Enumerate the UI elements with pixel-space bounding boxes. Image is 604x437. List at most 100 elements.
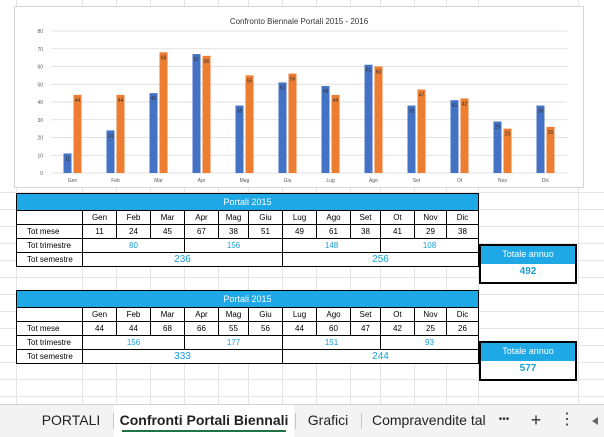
tot-mese-cell[interactable]: 61 <box>316 224 351 239</box>
month-header[interactable]: Feb <box>116 210 151 225</box>
tab-separator <box>295 413 296 429</box>
y-tick-label: 30 <box>37 118 43 124</box>
month-header[interactable]: Mar <box>150 307 185 322</box>
month-header[interactable]: Dic <box>446 307 479 322</box>
totale-annuo-label: Totale annuo <box>481 246 575 264</box>
tot-trimestre-cell[interactable]: 151 <box>282 335 381 350</box>
bar <box>278 82 287 173</box>
empty-cell[interactable] <box>16 307 83 322</box>
tot-mese-cell[interactable]: 26 <box>446 321 479 336</box>
bar <box>321 86 330 173</box>
month-header[interactable]: Giu <box>248 210 283 225</box>
month-header[interactable]: Lug <box>282 210 317 225</box>
month-header[interactable]: Dic <box>446 210 479 225</box>
tot-mese-cell[interactable]: 55 <box>218 321 249 336</box>
tot-semestre-cell[interactable]: 333 <box>82 349 283 364</box>
month-header[interactable]: Nov <box>414 307 447 322</box>
month-header[interactable]: Apr <box>184 210 219 225</box>
month-header[interactable]: Gen <box>82 210 117 225</box>
row-label-tot-semestre[interactable]: Tot semestre <box>16 252 83 267</box>
tab-separator <box>113 413 114 429</box>
row-label-tot-mese[interactable]: Tot mese <box>16 224 83 239</box>
row-label-tot-semestre[interactable]: Tot semestre <box>16 349 83 364</box>
tot-mese-cell[interactable]: 38 <box>218 224 249 239</box>
gridline <box>0 192 604 193</box>
month-header[interactable]: Set <box>350 307 381 322</box>
tot-mese-cell[interactable]: 44 <box>116 321 151 336</box>
month-header[interactable]: Apr <box>184 307 219 322</box>
tot-mese-cell[interactable]: 41 <box>380 224 415 239</box>
month-header[interactable]: Set <box>350 210 381 225</box>
totale-annuo-box-2[interactable]: Totale annuo 577 <box>479 341 577 381</box>
empty-cell[interactable] <box>16 210 83 225</box>
scroll-left-icon[interactable] <box>592 417 598 425</box>
tot-mese-cell[interactable]: 67 <box>184 224 219 239</box>
data-label: 11 <box>65 156 70 162</box>
x-tick-label: Lug <box>326 178 335 184</box>
tot-mese-cell[interactable]: 44 <box>82 321 117 336</box>
month-header[interactable]: Giu <box>248 307 283 322</box>
tab-portali[interactable]: PORTALI <box>41 412 101 428</box>
tot-trimestre-cell[interactable]: 156 <box>82 335 185 350</box>
tot-mese-cell[interactable]: 11 <box>82 224 117 239</box>
month-header[interactable]: Feb <box>116 307 151 322</box>
bar <box>536 105 545 173</box>
bar <box>374 66 383 173</box>
tot-trimestre-cell[interactable]: 93 <box>380 335 479 350</box>
month-header[interactable]: Ago <box>316 307 351 322</box>
tot-mese-cell[interactable]: 68 <box>150 321 185 336</box>
bar <box>493 121 502 173</box>
month-header[interactable]: Ot <box>380 210 415 225</box>
data-label: 45 <box>151 96 157 102</box>
tot-semestre-cell[interactable]: 256 <box>282 252 479 267</box>
tot-mese-cell[interactable]: 38 <box>446 224 479 239</box>
tot-mese-cell[interactable]: 44 <box>282 321 317 336</box>
data-label: 38 <box>237 109 243 115</box>
data-label: 25 <box>505 132 511 138</box>
tot-mese-cell[interactable]: 56 <box>248 321 283 336</box>
add-sheet-icon[interactable]: + <box>530 410 542 430</box>
chart[interactable]: Confronto Biennale Portali 2015 - 2016 0… <box>14 6 584 188</box>
tot-mese-cell[interactable]: 47 <box>350 321 381 336</box>
month-header[interactable]: Nov <box>414 210 447 225</box>
bar <box>192 54 201 174</box>
month-header[interactable]: Mar <box>150 210 185 225</box>
tot-mese-cell[interactable]: 25 <box>414 321 447 336</box>
chart-title: Confronto Biennale Portali 2015 - 2016 <box>229 17 369 26</box>
tot-mese-cell[interactable]: 51 <box>248 224 283 239</box>
tot-mese-cell[interactable]: 66 <box>184 321 219 336</box>
tab-compravendite[interactable]: Compravendite tal <box>372 412 486 428</box>
totale-annuo-box-1[interactable]: Totale annuo 492 <box>479 244 577 284</box>
row-label-tot-mese[interactable]: Tot mese <box>16 321 83 336</box>
tot-mese-cell[interactable]: 45 <box>150 224 185 239</box>
row-label-tot-trimestre[interactable]: Tot trimestre <box>16 335 83 350</box>
tot-trimestre-cell[interactable]: 177 <box>184 335 283 350</box>
month-header[interactable]: Ago <box>316 210 351 225</box>
tot-trimestre-cell[interactable]: 108 <box>380 238 479 253</box>
tot-semestre-cell[interactable]: 244 <box>282 349 479 364</box>
month-header[interactable]: Gen <box>82 307 117 322</box>
tab-confronti-portali-biennali[interactable]: Confronti Portali Biennali <box>114 405 294 437</box>
tot-trimestre-cell[interactable]: 80 <box>82 238 185 253</box>
portali-table-1: Portali 2015 Gen Feb Mar Apr Mag Giu Lug Ago Set… <box>16 193 479 267</box>
tot-mese-cell[interactable]: 38 <box>350 224 381 239</box>
options-icon[interactable]: ⋮ <box>559 411 575 428</box>
tot-semestre-cell[interactable]: 236 <box>82 252 283 267</box>
tot-mese-cell[interactable]: 60 <box>316 321 351 336</box>
month-header[interactable]: Mag <box>218 210 249 225</box>
tot-trimestre-cell[interactable]: 148 <box>282 238 381 253</box>
tot-mese-cell[interactable]: 29 <box>414 224 447 239</box>
month-header[interactable]: Lug <box>282 307 317 322</box>
tab-grafici[interactable]: Grafici <box>307 412 349 428</box>
tot-mese-cell[interactable]: 49 <box>282 224 317 239</box>
x-tick-label: Mar <box>154 178 163 184</box>
tot-mese-cell[interactable]: 24 <box>116 224 151 239</box>
tot-mese-cell[interactable]: 42 <box>380 321 415 336</box>
data-label: 42 <box>462 101 468 107</box>
spreadsheet-grid[interactable]: Confronto Biennale Portali 2015 - 2016 0… <box>0 0 604 404</box>
month-header[interactable]: Mag <box>218 307 249 322</box>
more-icon[interactable]: ••• <box>498 414 510 425</box>
row-label-tot-trimestre[interactable]: Tot trimestre <box>16 238 83 253</box>
month-header[interactable]: Ot <box>380 307 415 322</box>
tot-trimestre-cell[interactable]: 156 <box>184 238 283 253</box>
